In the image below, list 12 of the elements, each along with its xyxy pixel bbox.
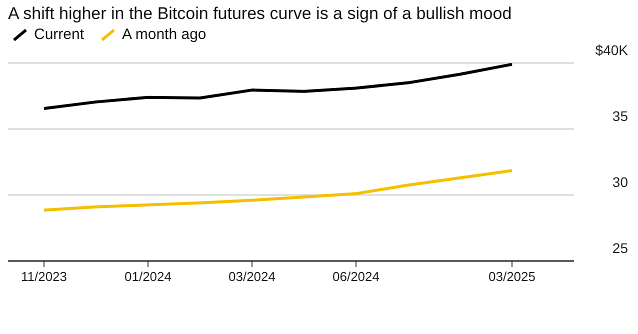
x-tick-label: 03/2024 [228, 269, 276, 284]
x-tick-label: 11/2023 [20, 269, 68, 284]
x-tick-label: 01/2024 [124, 269, 172, 284]
chart-title: A shift higher in the Bitcoin futures curve is a sign of a bullish mood [8, 4, 513, 24]
y-tick-label: 25 [612, 240, 628, 256]
legend-label: Current [34, 26, 84, 43]
y-tick-label: 30 [612, 174, 628, 190]
x-tick-label: 03/2025 [488, 269, 536, 284]
legend-label: A month ago [122, 26, 206, 43]
x-tick-label: 06/2024 [332, 269, 380, 284]
y-tick-label: 35 [612, 108, 628, 124]
y-tick-label: $40K [595, 42, 629, 58]
